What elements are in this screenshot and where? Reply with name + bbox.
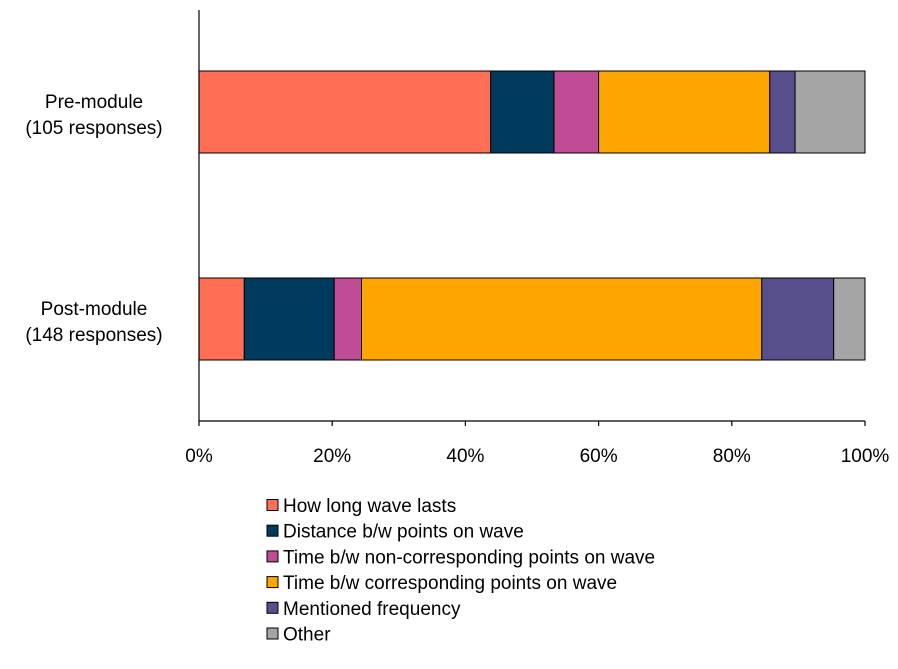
legend-label: Time b/w corresponding points on wave <box>283 573 617 594</box>
legend-item: Time b/w corresponding points on wave <box>266 573 617 594</box>
legend-item: Other <box>266 625 331 646</box>
legend-swatch <box>266 627 279 640</box>
x-tick-label: 0% <box>185 446 213 467</box>
bar-segment-pre-3 <box>598 70 771 154</box>
bar-segment-post-0 <box>198 277 245 361</box>
legend-label: Distance b/w points on wave <box>283 522 524 543</box>
bar-segment-post-3 <box>361 277 763 361</box>
x-tick-label: 40% <box>446 446 484 467</box>
legend-swatch <box>266 524 279 537</box>
legend-swatch <box>266 499 279 511</box>
axes-group <box>198 10 866 426</box>
bar-segment-post-4 <box>761 277 835 361</box>
x-tick-label: 60% <box>580 446 618 467</box>
category-label: Pre-module (105 responses) <box>25 92 162 139</box>
bar-segment-pre-4 <box>769 70 796 154</box>
legend-label: How long wave lasts <box>283 496 456 517</box>
bar-segment-post-1 <box>243 277 335 361</box>
bars-group <box>198 70 866 361</box>
category-label-line: (148 responses) <box>25 325 162 346</box>
legend-label: Time b/w non-corresponding points on wav… <box>283 547 655 568</box>
legend-item: Time b/w non-corresponding points on wav… <box>266 547 655 568</box>
category-label-line: (105 responses) <box>25 118 162 139</box>
bar-segment-post-5 <box>833 277 866 361</box>
legend-label: Other <box>283 625 331 646</box>
category-labels-group: Pre-module (105 responses) Post-module (148… <box>25 92 162 346</box>
category-label-line: Pre-module <box>45 92 143 113</box>
bar-segment-pre-0 <box>198 70 492 154</box>
x-tick-label: 20% <box>313 446 351 467</box>
x-tick-labels-group: 0% 20% 40% 60% 80% 100% <box>185 446 889 467</box>
legend-item: Distance b/w points on wave <box>266 522 524 543</box>
legend-item: Mentioned frequency <box>266 599 461 620</box>
legend-swatch <box>266 601 279 614</box>
bar-segment-post-2 <box>333 277 363 361</box>
category-label: Post-module (148 responses) <box>25 299 162 346</box>
legend-swatch <box>266 576 279 589</box>
x-tick-label: 100% <box>841 446 890 467</box>
legend-swatch <box>266 550 279 563</box>
category-label-line: Post-module <box>41 299 148 320</box>
x-tick-label: 80% <box>713 446 751 467</box>
bar-segment-pre-5 <box>794 70 866 154</box>
bar-segment-pre-2 <box>553 70 600 154</box>
legend-label: Mentioned frequency <box>283 599 461 620</box>
legend-item: How long wave lasts <box>266 496 456 517</box>
bar-segment-pre-1 <box>490 70 555 154</box>
legend: How long wave lasts Distance b/w points o… <box>266 496 655 646</box>
